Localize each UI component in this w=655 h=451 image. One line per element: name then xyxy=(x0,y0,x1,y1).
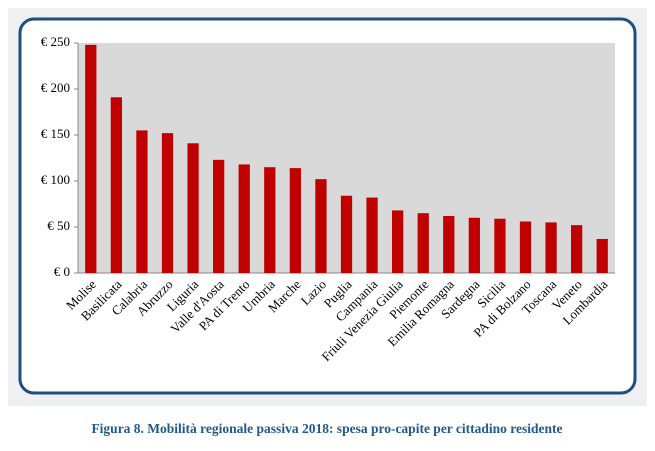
bar xyxy=(443,215,455,273)
y-tick-label: € 200 xyxy=(41,80,70,95)
bar xyxy=(315,179,327,273)
bar xyxy=(366,197,378,273)
bar xyxy=(340,195,353,273)
bar xyxy=(468,217,480,273)
y-tick-label: € 100 xyxy=(41,172,70,187)
y-tick-label: € 250 xyxy=(41,34,70,49)
bar xyxy=(289,168,301,273)
bar xyxy=(392,210,404,273)
bar xyxy=(136,130,148,273)
bar xyxy=(596,238,608,273)
bar xyxy=(571,225,583,273)
bar xyxy=(264,167,276,273)
bar xyxy=(110,97,122,273)
bar xyxy=(85,44,97,274)
bar xyxy=(545,222,557,273)
y-tick-label: € 150 xyxy=(41,126,70,141)
bar xyxy=(213,159,225,273)
bar xyxy=(494,218,506,273)
bar xyxy=(238,164,250,273)
bar xyxy=(519,221,532,273)
bar xyxy=(161,133,174,273)
caption: Figura 8. Mobilità regionale passiva 201… xyxy=(91,421,562,436)
y-tick-label: € 0 xyxy=(54,264,70,279)
bar xyxy=(417,213,429,273)
y-tick-label: € 50 xyxy=(47,218,70,233)
bar xyxy=(187,143,199,273)
